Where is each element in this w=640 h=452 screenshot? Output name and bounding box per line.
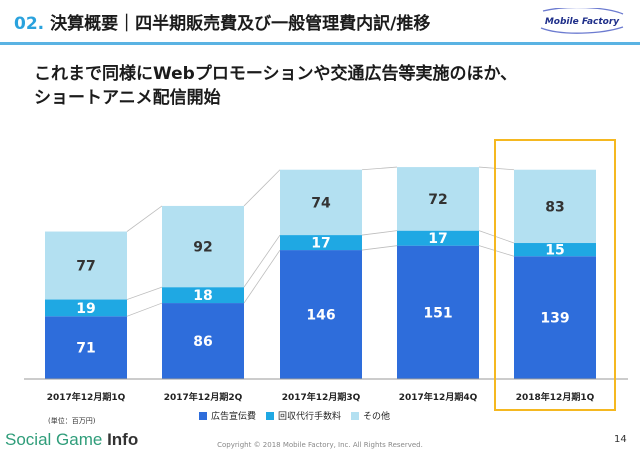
connector-line — [361, 166, 398, 171]
slide-header: 02. 決算概要｜四半期販売費及び一般管理費内訳/推移 Mobile Factor… — [0, 0, 640, 46]
connector-line — [243, 249, 281, 304]
legend-item-collection-fee: 回収代行手数料 — [266, 409, 341, 422]
bar-segment — [514, 256, 596, 379]
data-label: 18 — [193, 288, 212, 304]
page-number: 14 — [614, 434, 627, 445]
data-label: 92 — [193, 240, 212, 256]
bar-segment — [514, 243, 596, 257]
subtitle-line-2: ショートアニメ配信開始 — [34, 88, 221, 108]
data-label: 72 — [428, 192, 447, 208]
legend-swatch-other — [351, 411, 360, 420]
data-label: 15 — [545, 243, 564, 259]
data-label: 77 — [76, 259, 95, 275]
logo-text: Mobile Factory — [545, 17, 620, 27]
source-logo-text-b: Info — [107, 430, 139, 449]
unit-note: (単位：百万円) — [48, 417, 96, 425]
connector-line — [126, 205, 163, 232]
bar-segment — [162, 303, 244, 379]
title-text: 決算概要｜四半期販売費及び一般管理費内訳/推移 — [50, 14, 431, 34]
source-logo-text-a: Social Game — [5, 430, 103, 449]
legend-label-collection-fee: 回収代行手数料 — [278, 412, 342, 422]
bar-segment — [397, 245, 479, 379]
data-label: 146 — [306, 308, 335, 324]
bar-segment — [514, 169, 596, 244]
connector-line — [126, 302, 163, 317]
header-divider — [0, 42, 640, 45]
bar-segment — [45, 231, 127, 300]
data-label: 86 — [193, 334, 212, 350]
legend-label-advertising: 広告宣伝費 — [211, 412, 257, 422]
legend-label-other: その他 — [363, 412, 391, 422]
x-tick-label: 2017年12月期2Q — [164, 391, 243, 403]
connector-line — [243, 234, 281, 288]
connector-line — [478, 230, 515, 244]
data-label: 83 — [545, 199, 564, 215]
data-label: 17 — [428, 231, 447, 247]
bar-segment — [162, 287, 244, 304]
subtitle-line-1: これまで同様にWebプロモーションや交通広告等実施のほか、 — [34, 64, 518, 84]
bar-segment — [397, 230, 479, 246]
connector-line — [361, 230, 398, 236]
data-label: 71 — [76, 341, 95, 357]
bar-segment — [280, 250, 362, 379]
connector-line — [478, 245, 515, 257]
connector-line — [361, 245, 398, 251]
bar-segment — [45, 299, 127, 317]
legend-item-other: その他 — [351, 409, 390, 422]
slide-subtitle: これまで同様にWebプロモーションや交通広告等実施のほか、 ショートアニメ配信開… — [34, 62, 517, 110]
bar-segment — [280, 169, 362, 236]
chart-legend: 広告宣伝費 回収代行手数料 その他 — [199, 409, 390, 422]
x-tick-label: 2017年12月期3Q — [282, 391, 361, 403]
connector-line — [126, 286, 163, 300]
legend-item-advertising: 広告宣伝費 — [199, 409, 256, 422]
highlight-frame — [494, 139, 616, 411]
connector-line — [478, 166, 515, 171]
bar-segment — [397, 167, 479, 231]
legend-swatch-advertising — [199, 411, 207, 420]
mobile-factory-logo: Mobile Factory — [540, 8, 624, 34]
data-label: 17 — [311, 236, 330, 252]
copyright-text: Copyright © 2018 Mobile Factory, Inc. Al… — [217, 441, 423, 449]
x-tick-label: 2017年12月期1Q — [47, 391, 126, 403]
slide-title: 02. 決算概要｜四半期販売費及び一般管理費内訳/推移 — [14, 9, 430, 34]
legend-swatch-collection-fee — [266, 411, 275, 420]
bar-segment — [45, 316, 127, 379]
section-number: 02. — [14, 14, 45, 34]
data-label: 19 — [76, 301, 95, 317]
data-label: 74 — [311, 195, 331, 211]
data-label: 151 — [423, 305, 452, 321]
social-game-info-logo: Social Game Info — [5, 430, 138, 450]
x-tick-label: 2017年12月期4Q — [399, 391, 478, 403]
data-label: 139 — [540, 311, 569, 327]
x-tick-label: 2018年12月期1Q — [516, 391, 595, 403]
bar-segment — [162, 205, 244, 288]
connector-line — [243, 169, 281, 207]
bar-segment — [280, 235, 362, 251]
